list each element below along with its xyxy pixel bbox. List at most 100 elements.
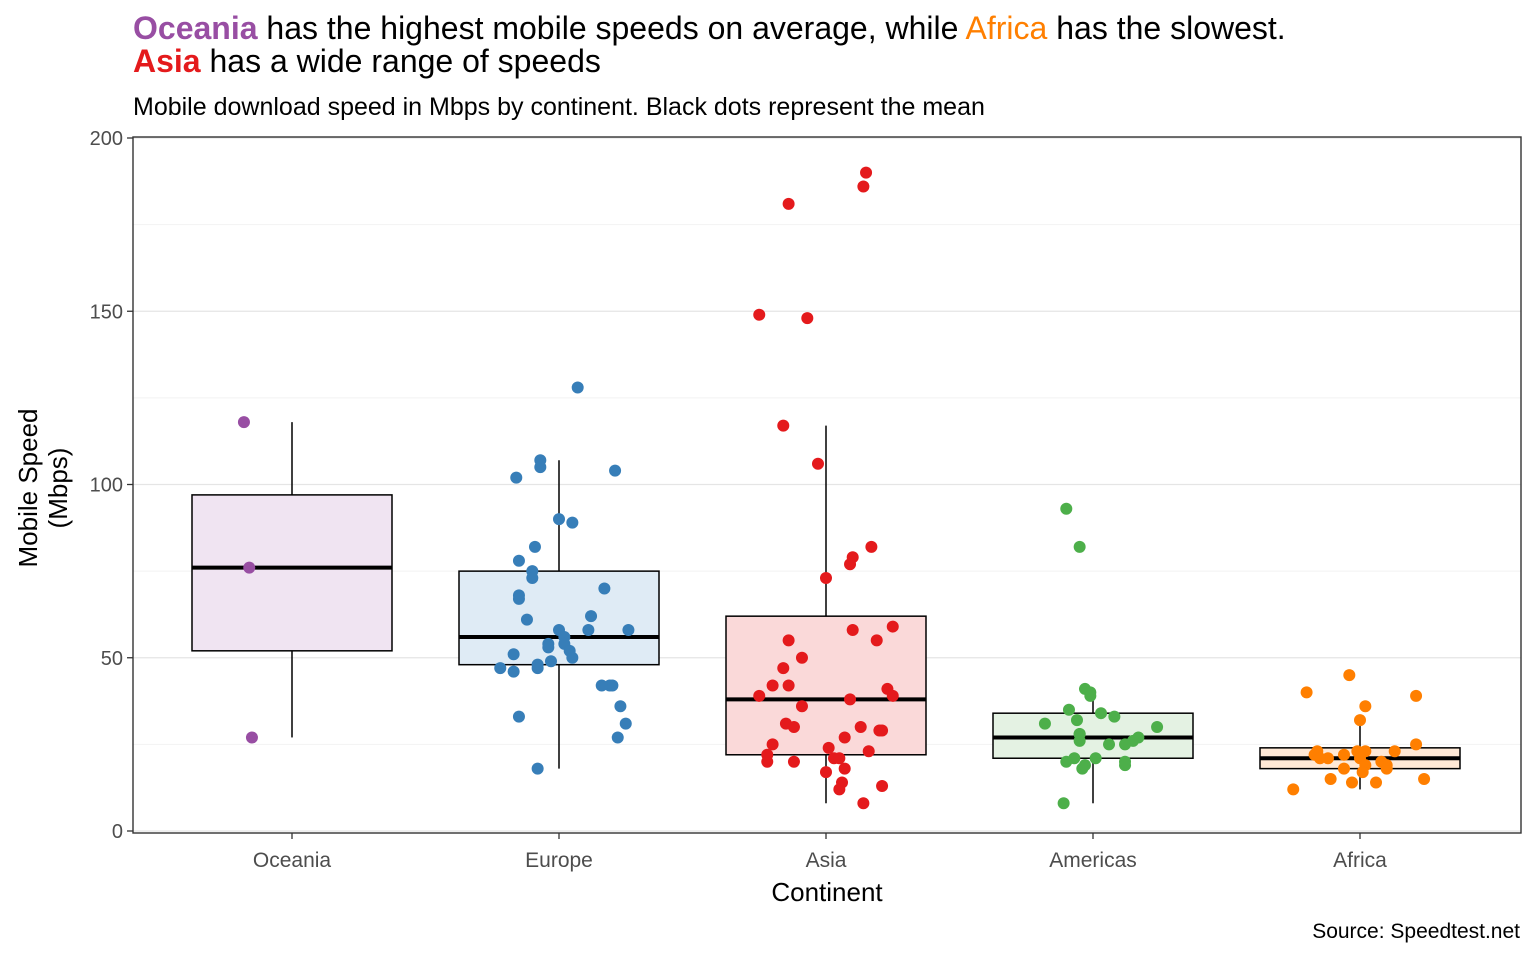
- data-point: [838, 762, 851, 775]
- data-point: [801, 312, 814, 325]
- y-tick-label: 50: [101, 648, 123, 670]
- data-point: [510, 471, 523, 484]
- data-point: [1073, 734, 1086, 747]
- data-point: [611, 731, 624, 744]
- data-point: [243, 561, 256, 574]
- data-point: [838, 731, 851, 744]
- data-point: [1084, 689, 1097, 702]
- data-point: [542, 641, 555, 654]
- data-point: [1418, 773, 1431, 786]
- box-europe: [458, 570, 660, 666]
- title-text-2: has the slowest.: [1047, 10, 1286, 46]
- data-point: [777, 662, 790, 675]
- data-point: [614, 700, 627, 713]
- data-point: [1038, 717, 1051, 730]
- box-asia: [725, 615, 927, 756]
- y-tick-label: 200: [90, 128, 123, 150]
- data-point: [753, 308, 766, 321]
- data-point: [833, 783, 846, 796]
- data-point: [857, 180, 870, 193]
- x-tick-label: Asia: [806, 849, 847, 872]
- data-point: [1354, 714, 1366, 727]
- data-point: [1356, 766, 1369, 779]
- title-africa: Africa: [965, 10, 1048, 46]
- data-point: [1060, 502, 1073, 515]
- data-point: [619, 717, 632, 730]
- data-point: [862, 745, 875, 758]
- data-point: [512, 554, 525, 567]
- data-point: [1370, 776, 1383, 789]
- chart-subtitle: Mobile download speed in Mbps by contine…: [133, 93, 985, 121]
- data-point: [1103, 738, 1116, 751]
- x-tick-label: Africa: [1333, 849, 1387, 872]
- data-point: [787, 755, 800, 768]
- y-axis-title-line: Mobile Speed: [13, 409, 43, 568]
- box-oceania: [191, 494, 393, 652]
- data-point: [1300, 686, 1313, 699]
- data-point: [854, 721, 867, 734]
- data-point: [528, 540, 541, 553]
- title-text-3: has a wide range of speeds: [200, 43, 601, 79]
- data-point: [761, 755, 774, 768]
- data-point: [520, 613, 533, 626]
- data-point: [876, 724, 889, 737]
- data-point: [876, 779, 889, 792]
- data-point: [531, 762, 544, 775]
- data-point: [753, 689, 766, 702]
- data-point: [1095, 707, 1108, 720]
- data-point: [585, 610, 598, 623]
- data-point: [1062, 703, 1075, 716]
- data-point: [245, 731, 258, 744]
- data-point: [531, 662, 544, 675]
- data-point: [1119, 738, 1132, 751]
- data-point: [1337, 762, 1350, 775]
- title-line-1: Oceania has the highest mobile speeds on…: [133, 12, 1286, 45]
- x-axis-title: Continent: [771, 877, 883, 907]
- data-point: [1410, 689, 1423, 702]
- data-point: [1060, 755, 1073, 768]
- data-point: [1070, 714, 1083, 727]
- data-point: [844, 558, 857, 571]
- data-point: [237, 416, 250, 429]
- y-tick-label: 150: [90, 301, 123, 323]
- x-tick-label: Europe: [525, 849, 593, 872]
- panel-border: [132, 136, 1522, 834]
- data-point: [844, 693, 857, 706]
- data-point: [766, 738, 779, 751]
- x-tick-label: Americas: [1049, 849, 1137, 872]
- data-point: [886, 689, 899, 702]
- data-point: [512, 592, 525, 605]
- x-tick-label: Oceania: [253, 849, 332, 872]
- data-point: [1380, 762, 1393, 775]
- data-point: [820, 766, 832, 779]
- data-point: [494, 662, 507, 675]
- title-asia: Asia: [133, 43, 201, 79]
- data-point: [534, 461, 547, 474]
- data-point: [766, 679, 779, 692]
- data-point: [782, 634, 795, 647]
- data-point: [571, 381, 584, 394]
- data-point: [870, 634, 883, 647]
- data-point: [777, 419, 790, 432]
- chart-title: Oceania has the highest mobile speeds on…: [133, 12, 1286, 78]
- data-point: [566, 516, 579, 529]
- data-point: [1410, 738, 1423, 751]
- data-point: [846, 624, 859, 637]
- data-point: [795, 651, 808, 664]
- data-point: [1337, 748, 1350, 761]
- data-point: [886, 620, 899, 633]
- data-point: [1388, 745, 1401, 758]
- data-point: [782, 197, 795, 210]
- data-point: [609, 464, 622, 477]
- data-point: [1324, 773, 1337, 786]
- data-point: [822, 741, 835, 754]
- data-point: [582, 624, 595, 637]
- data-point: [622, 624, 635, 637]
- data-point: [526, 572, 539, 585]
- data-point: [507, 665, 520, 678]
- data-point: [1089, 752, 1102, 765]
- data-point: [507, 648, 520, 661]
- data-point: [860, 166, 873, 179]
- y-tick-label: 100: [90, 475, 123, 497]
